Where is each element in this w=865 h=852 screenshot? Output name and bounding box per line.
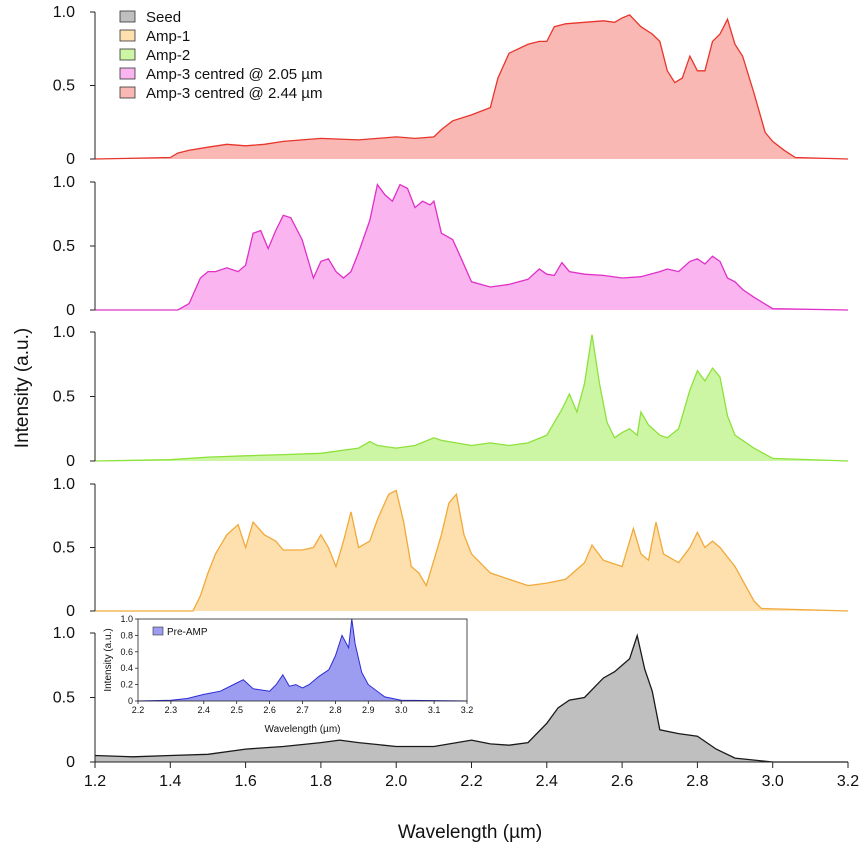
inset-x-axis-title: Wavelength (µm): [265, 724, 341, 735]
y-tick-label: 0: [66, 302, 75, 319]
inset-y-tick-label: 0.8: [120, 630, 133, 640]
y-tick-label: 1.0: [53, 625, 75, 642]
y-tick-label: 0.5: [53, 389, 75, 406]
y-tick-label: 0.5: [53, 78, 75, 95]
legend-swatch-amp-2: [119, 48, 136, 61]
y-tick-label: 0: [66, 603, 75, 620]
x-tick-label: 1.2: [84, 773, 106, 790]
legend-swatch-amp-3-centred-2-05-m: [119, 67, 136, 80]
x-tick-label: 2.6: [611, 773, 633, 790]
inset-y-axis-title: Intensity (a.u.): [103, 628, 114, 691]
inset-x-tick-label: 2.6: [263, 705, 276, 715]
series-area-amp-2: [95, 334, 848, 461]
y-axis-title: Intensity (a.u.): [12, 328, 33, 448]
legend-swatch-seed: [119, 10, 136, 23]
y-tick-label: 0: [66, 453, 75, 470]
x-tick-label: 2.0: [385, 773, 407, 790]
legend-label-amp-3-centred-2-44-m: Amp-3 centred @ 2.44 µm: [146, 85, 322, 102]
inset-x-tick-label: 2.3: [165, 705, 178, 715]
panel-seed: 0 0.5 1.0: [53, 625, 848, 771]
x-tick-label: 2.8: [686, 773, 708, 790]
x-tick-label: 1.6: [234, 773, 256, 790]
inset-chart: Pre-AMP 2.2 2.3 2.4 2.5 2.6 2.7 2.8 2.9 3.0 3.1 3.2…: [100, 613, 473, 735]
stacked-panels: 0 0.5 1.0 0 0.5 1.0 0 0.5 1.0 0 0.5 1.0 0 0.5 1.0: [53, 4, 849, 771]
y-tick-label: 0: [66, 151, 75, 168]
inset-x-tick-label: 2.5: [230, 705, 243, 715]
series-line-amp-3-centred-2-44-m: [94, 14, 849, 160]
y-tick-label: 1.0: [53, 4, 75, 21]
y-tick-label: 0.5: [53, 690, 75, 707]
inset-x-tick-label: 2.4: [198, 705, 211, 715]
y-tick-label: 1.0: [53, 174, 75, 191]
inset-y-tick-label: 0.4: [120, 663, 133, 673]
x-tick-label: 3.0: [762, 773, 784, 790]
inset-y-tick-label: 0: [128, 696, 133, 706]
inset-x-tick-label: 3.2: [461, 705, 474, 715]
legend-label-amp-1: Amp-1: [146, 28, 190, 45]
y-tick-label: 1.0: [53, 324, 75, 341]
panel-amp-1: 0 0.5 1.0: [53, 476, 849, 620]
inset-y-tick-label: 0.2: [120, 680, 133, 690]
inset-legend-swatch: [152, 626, 164, 636]
inset-x-tick-label: 2.7: [296, 705, 309, 715]
legend: Seed Amp-1 Amp-2 Amp-3 centred @ 2.05 µm Amp…: [119, 9, 322, 102]
panel-amp-2: 0 0.5 1.0: [53, 324, 849, 470]
series-line-amp-2: [94, 334, 849, 462]
x-axis: 1.2 1.4 1.6 1.8 2.0 2.2 2.4 2.6 2.8 3.0 3.2: [84, 761, 859, 790]
legend-label-seed: Seed: [146, 9, 181, 26]
legend-label-amp-3-centred-2-05-m: Amp-3 centred @ 2.05 µm: [146, 66, 322, 83]
y-tick-label: 0.5: [53, 238, 75, 255]
series-area-amp-3-centred-2-44-m: [95, 14, 848, 160]
series-area-amp-3-centred-2-05-m: [95, 184, 848, 310]
y-tick-label: 1.0: [53, 476, 75, 493]
panel-amp-3-centred-2-44-m: 0 0.5 1.0: [53, 4, 849, 168]
inset-x-tick-label: 2.8: [329, 705, 342, 715]
series-area-amp-1: [95, 490, 848, 611]
legend-swatch-amp-3-centred-2-44-m: [119, 86, 136, 99]
series-line-amp-1: [95, 489, 849, 612]
inset-y-tick-label: 0.6: [120, 647, 133, 657]
inset-x-tick-label: 2.2: [132, 705, 145, 715]
inset-series-line-pre-amp: [137, 618, 468, 702]
inset-x-tick-label: 2.9: [362, 705, 375, 715]
x-tick-label: 1.8: [310, 773, 332, 790]
x-tick-label: 1.4: [159, 773, 181, 790]
y-tick-label: 0: [66, 754, 75, 771]
series-line-amp-3-centred-2-05-m: [95, 183, 849, 311]
series-line-seed: [94, 633, 848, 763]
y-tick-label: 0.5: [53, 540, 75, 557]
inset-y-tick-label: 1.0: [120, 614, 133, 624]
inset-x-tick-label: 3.0: [395, 705, 408, 715]
legend-label-amp-2: Amp-2: [146, 47, 190, 64]
x-axis-title: Wavelength (µm): [398, 822, 542, 843]
inset-x-tick-label: 3.1: [428, 705, 441, 715]
panel-amp-3-centred-2-05-m: 0 0.5 1.0: [53, 174, 849, 319]
x-tick-label: 2.2: [460, 773, 482, 790]
x-tick-label: 3.2: [837, 773, 859, 790]
inset-legend-label: Pre-AMP: [167, 627, 208, 638]
x-tick-label: 2.4: [536, 773, 558, 790]
legend-swatch-amp-1: [119, 29, 136, 42]
